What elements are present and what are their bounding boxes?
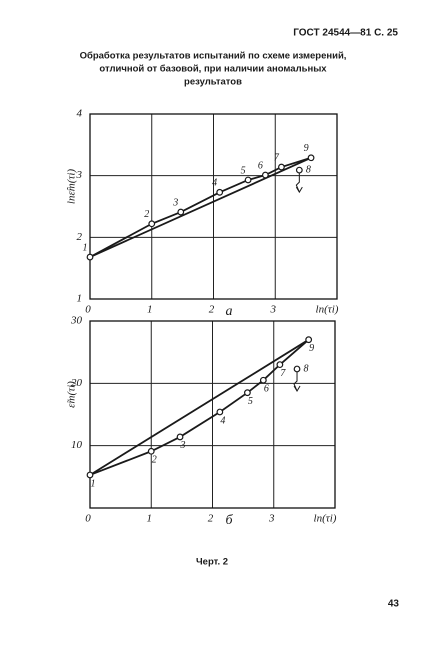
x-tick-label: 0: [85, 304, 91, 316]
y-axis-label: ε̃m(τi): [66, 381, 78, 408]
figure-caption: Черт. 2: [196, 557, 228, 568]
x-tick-label: 1: [147, 513, 153, 525]
plot-frame: [89, 113, 338, 300]
point-label: 3: [180, 440, 186, 451]
point-label: 8: [306, 164, 311, 175]
data-point: [216, 188, 224, 196]
data-point: [276, 361, 284, 369]
point-label: 5: [248, 396, 253, 407]
point-label: 3: [172, 197, 178, 208]
point-label: 6: [264, 384, 269, 395]
title-line: отличной от базовой, при наличии аномаль…: [99, 64, 327, 75]
point-label: 8: [304, 363, 309, 374]
y-tick-label: 3: [76, 169, 83, 181]
data-point: [261, 171, 269, 179]
y-tick-label: 4: [77, 108, 83, 120]
data-point: [259, 376, 267, 384]
point-label: 7: [274, 152, 280, 163]
point-label: 7: [280, 368, 286, 379]
x-tick-label: 1: [147, 304, 153, 316]
point-label: 5: [241, 165, 246, 176]
data-point: [244, 389, 251, 397]
header: ГОСТ 24544—81 С. 25: [293, 28, 398, 39]
plot-frame: [89, 320, 336, 509]
data-point: [216, 408, 224, 416]
data-point: [86, 253, 94, 261]
censor-arrow: [293, 371, 301, 392]
x-tick-label: 2: [209, 304, 215, 316]
data-point: [305, 336, 313, 344]
x-tick-label: 2: [208, 513, 214, 525]
y-tick-label: 10: [71, 439, 83, 451]
point-label: 4: [220, 415, 225, 426]
y-tick-label: 1: [77, 293, 83, 305]
chart-caption: а: [226, 304, 233, 319]
data-point: [293, 365, 301, 373]
point-label: 4: [212, 178, 217, 189]
data-point: [177, 208, 185, 216]
series-line: [89, 339, 310, 476]
data-point: [295, 166, 303, 174]
data-point: [148, 220, 156, 228]
chart-caption: б: [225, 513, 233, 528]
point-label: 9: [304, 143, 309, 154]
y-tick-label: 30: [70, 315, 83, 327]
y-axis-label: lnε̂m(τi): [66, 169, 78, 204]
y-tick-label: 20: [71, 377, 83, 389]
x-tick-label: 0: [85, 513, 91, 525]
data-point: [307, 154, 315, 162]
data-point: [176, 433, 184, 441]
point-label: 2: [144, 209, 149, 220]
x-axis-label: ln(τi): [314, 513, 337, 525]
data-point: [244, 176, 252, 184]
x-tick-label: 3: [270, 304, 277, 316]
title-line: Обработка результатов испытаний по схеме…: [80, 51, 347, 62]
point-label: 6: [258, 160, 263, 171]
point-label: 2: [152, 455, 157, 466]
point-label: 1: [83, 242, 88, 253]
x-axis-label: ln(τi): [316, 304, 339, 316]
point-label: 1: [91, 478, 96, 489]
censor-arrow: [295, 173, 303, 194]
y-tick-label: 2: [77, 231, 83, 243]
x-tick-label: 3: [268, 513, 275, 525]
data-point: [147, 447, 155, 455]
data-point: [86, 471, 94, 479]
trend-line: [89, 156, 312, 258]
trend-line: [89, 338, 310, 476]
data-point: [278, 163, 285, 171]
page-number: 43: [388, 599, 400, 610]
point-label: 9: [309, 343, 314, 354]
title-line: результатов: [184, 77, 242, 88]
